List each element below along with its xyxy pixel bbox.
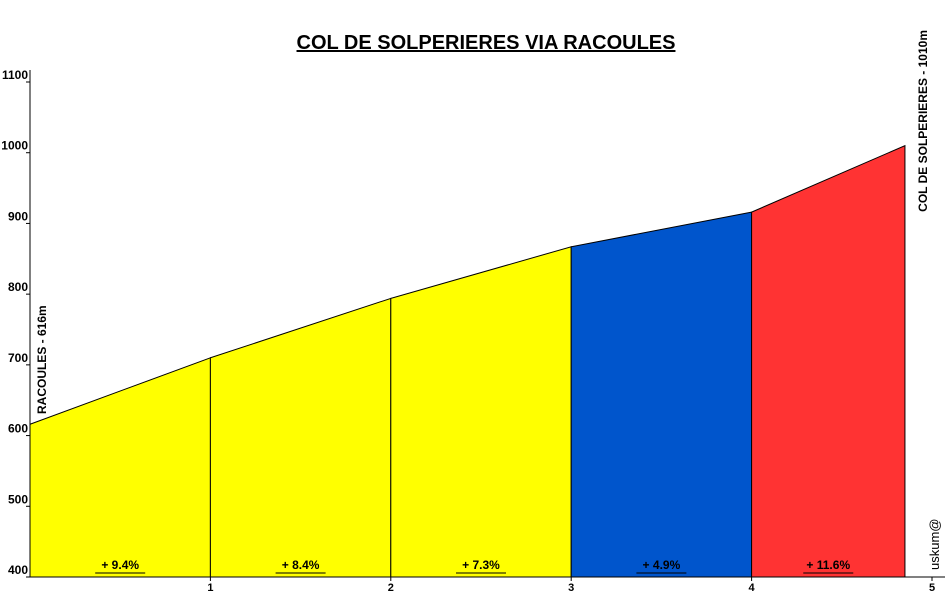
x-tick-label: 5 [929,582,935,594]
chart-title: COL DE SOLPERIERES VIA RACOULES [297,32,676,54]
start-label: RACOULES - 616m [35,305,49,414]
gradient-label: + 4.9% [643,558,681,572]
gradient-label: + 11.6% [806,558,850,572]
y-tick-label: 400 [8,563,28,577]
x-tick-label: 2 [388,582,394,594]
y-tick-label: 800 [8,280,28,294]
x-tick-label: 1 [207,582,213,594]
x-tick-label: 4 [749,582,756,594]
profile-segment [390,246,572,578]
credit: uskum@ [927,519,942,571]
profile-segment [29,357,211,578]
profile-segment [209,297,392,578]
y-tick-label: 1000 [1,139,28,153]
y-tick-label: 1100 [2,68,28,82]
profile-segment [751,144,906,578]
y-tick-label: 900 [8,209,28,223]
end-label: COL DE SOLPERIERES - 1010m [916,30,930,212]
y-tick-label: 600 [8,422,28,436]
gradient-label: + 7.3% [462,558,500,572]
gradient-label: + 8.4% [282,558,320,572]
y-tick-label: 700 [8,351,28,365]
profile-segment [570,211,753,578]
y-tick-label: 500 [8,492,28,506]
x-tick-label: 3 [568,582,574,594]
gradient-label: + 9.4% [101,558,139,572]
